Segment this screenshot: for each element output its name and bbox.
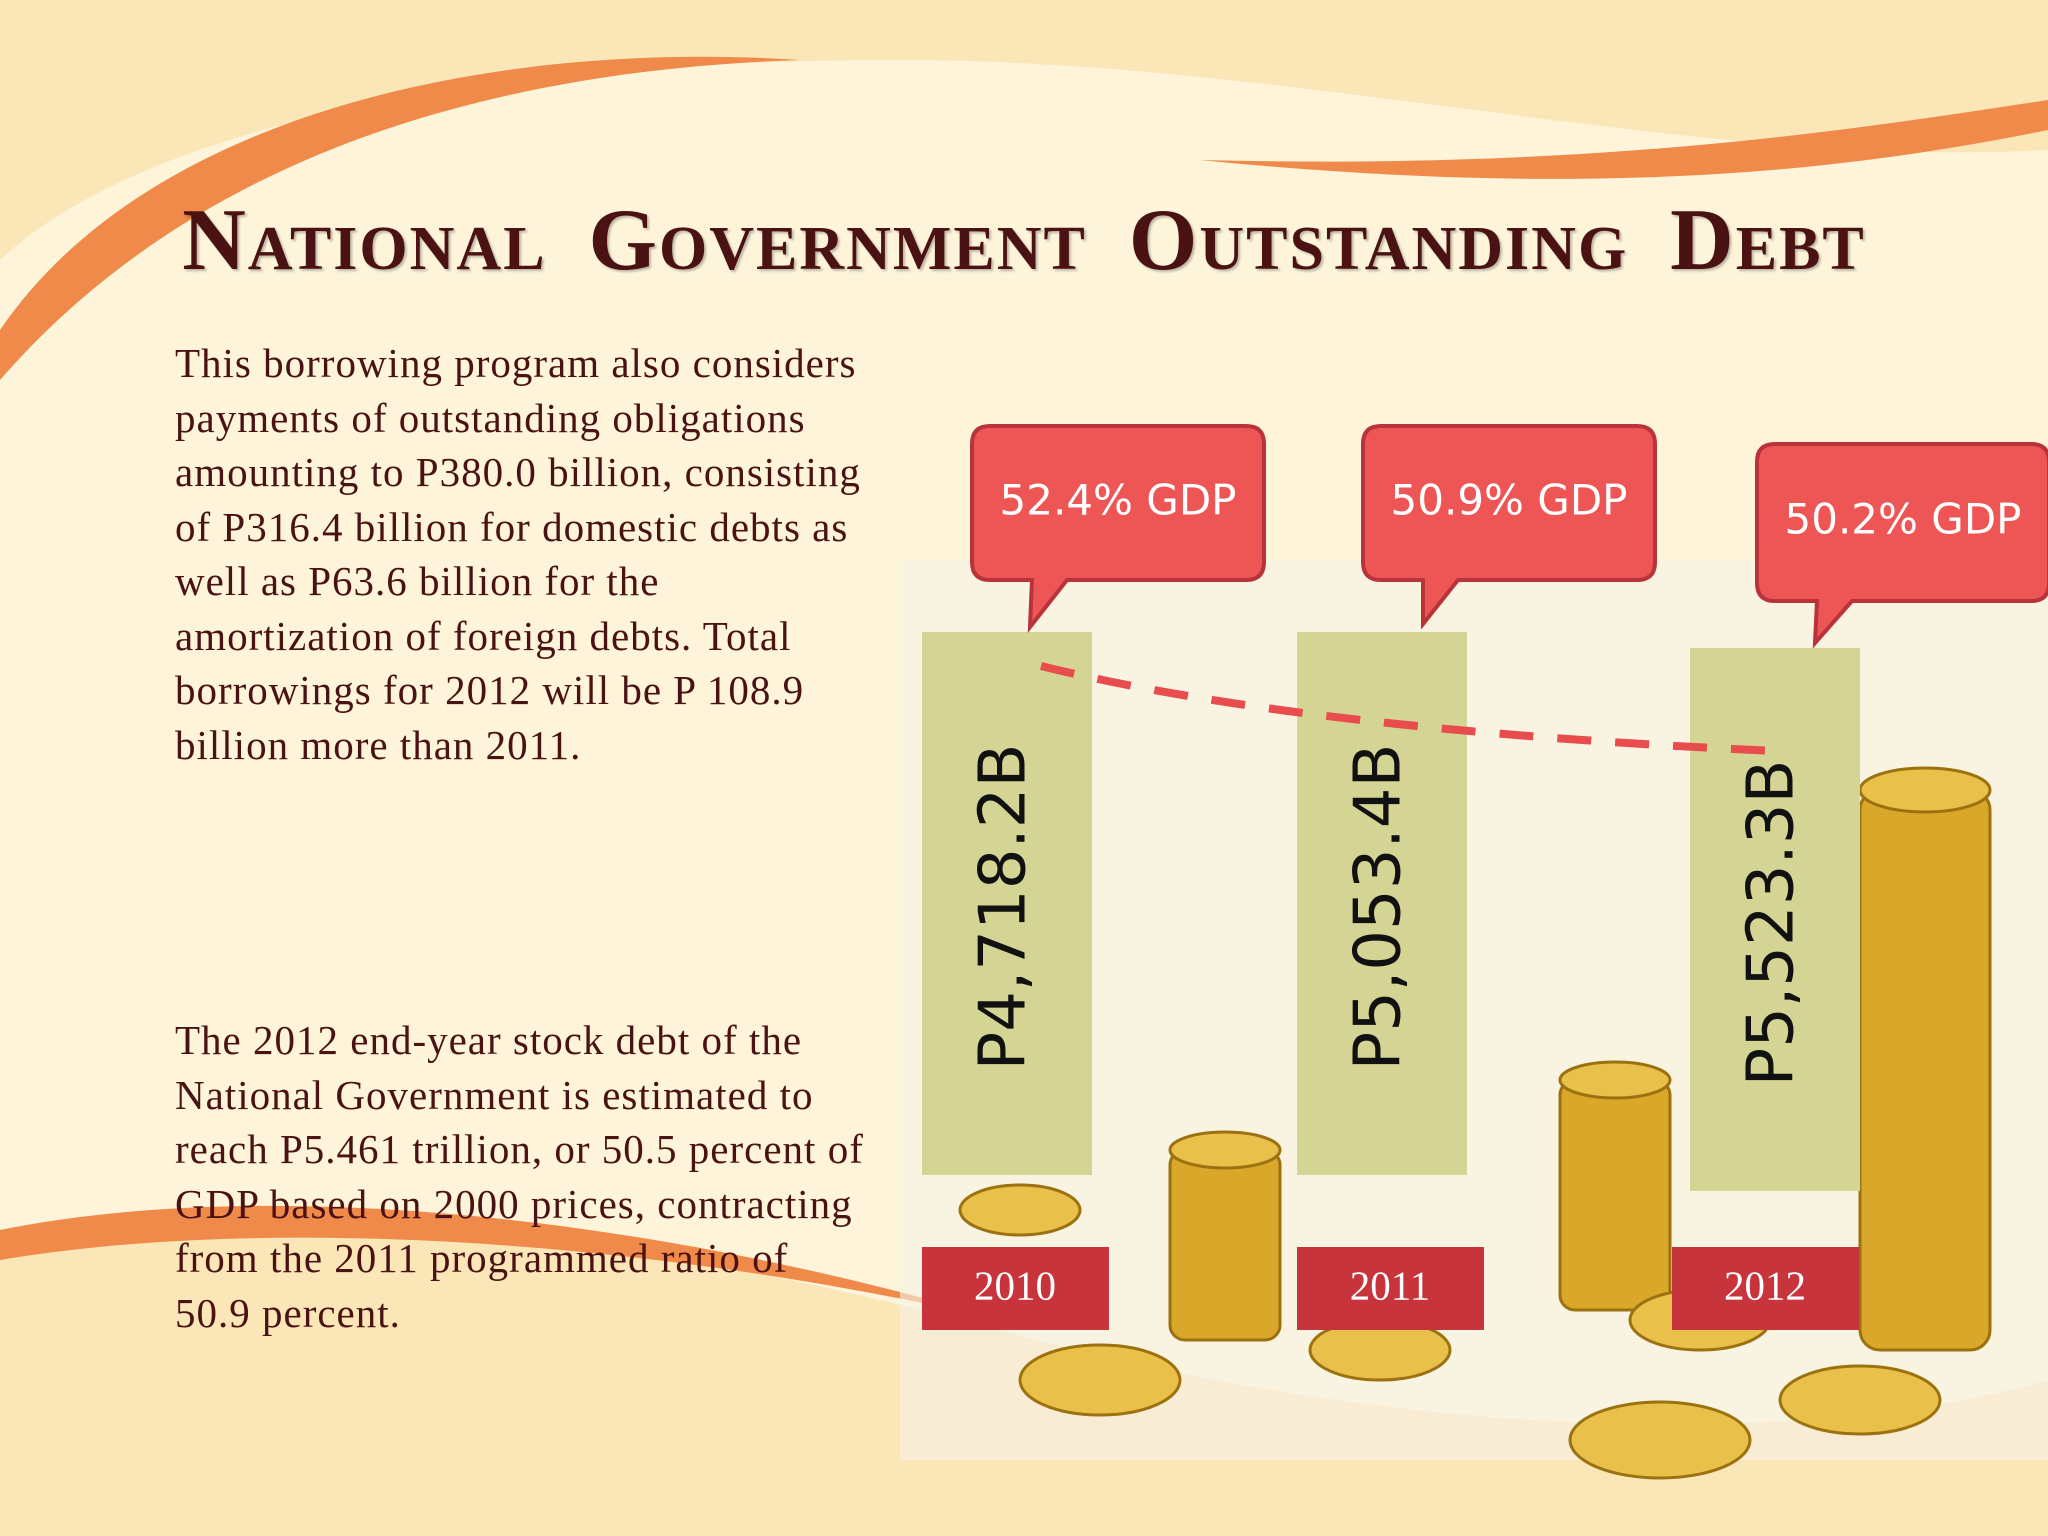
debt-label: P4,718.2B: [967, 744, 1041, 1071]
paragraph: The 2012 end-year stock debt of the Nati…: [175, 1017, 864, 1336]
debt-bar: [1690, 648, 1860, 1191]
trend-line: [1040, 662, 1777, 755]
year-label: 2012: [1724, 1262, 1806, 1308]
year-label: 2010: [974, 1262, 1056, 1308]
coins: [958, 766, 1992, 1480]
paragraph: This borrowing program also considers pa…: [175, 340, 861, 768]
year-box: [1297, 1247, 1484, 1330]
year-box: [1672, 1247, 1859, 1330]
debt-label: P5,053.4B: [1342, 744, 1416, 1071]
year-box: [922, 1247, 1109, 1330]
debt-bar: [1297, 632, 1467, 1175]
debt-label: P5,523.3B: [1735, 760, 1809, 1087]
title: National Government Outstanding Debt: [182, 192, 1866, 289]
gdp-callout: [1361, 424, 1657, 630]
gdp-label: 50.2% GDP: [1785, 495, 2022, 544]
swoosh-top: [0, 0, 2048, 260]
gdp-label: 52.4% GDP: [1000, 476, 1237, 525]
gdp-label: 50.9% GDP: [1391, 476, 1628, 525]
swoosh-orange-bottom: [0, 1205, 1000, 1320]
gdp-callout: [970, 424, 1266, 634]
debt-bar: [922, 632, 1092, 1175]
swoosh-orange-left: [0, 56, 800, 380]
year-label: 2011: [1350, 1262, 1430, 1308]
swoosh-orange-right: [1200, 100, 2048, 179]
gdp-callout: [1755, 442, 2048, 649]
